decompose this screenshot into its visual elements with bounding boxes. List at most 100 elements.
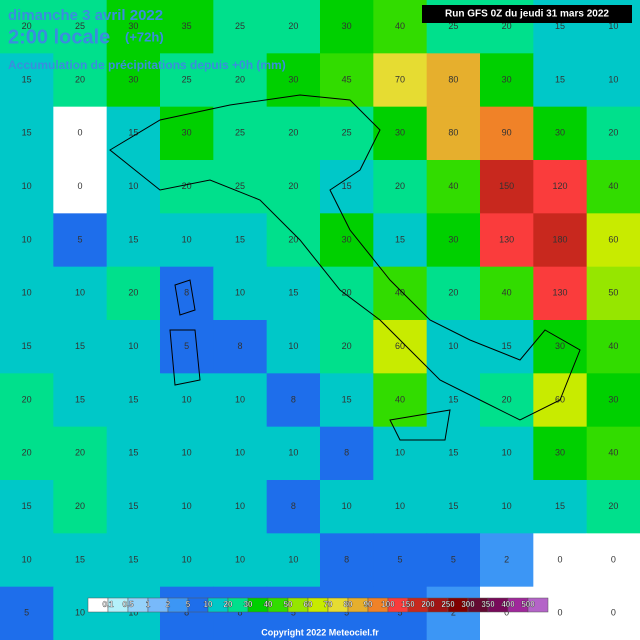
legend-label: 100: [381, 600, 395, 609]
precip-value: 20: [22, 394, 32, 404]
precip-value: 30: [555, 341, 565, 351]
precip-cell: [480, 213, 534, 268]
subtitle: Accumulation de précipitations depuis +0…: [8, 58, 286, 72]
copyright: Copyright 2022 Meteociel.fr: [261, 627, 379, 637]
precip-value: 15: [448, 394, 458, 404]
precip-cell: [480, 53, 534, 108]
precip-value: 80: [448, 128, 458, 138]
precip-cell: [373, 0, 428, 54]
precip-value: 10: [395, 448, 405, 458]
precip-cell: [53, 213, 108, 268]
precip-value: 20: [182, 181, 192, 191]
precip-value: 5: [344, 608, 349, 618]
precip-value: 15: [22, 501, 32, 511]
precip-value: 5: [397, 608, 402, 618]
precip-cell: [320, 106, 374, 161]
precip-cell: [320, 480, 374, 534]
precip-value: 10: [502, 501, 512, 511]
precip-value: 40: [395, 394, 405, 404]
legend-label: 0.1: [102, 600, 114, 609]
precip-value: 10: [75, 608, 85, 618]
precip-cell: [266, 373, 321, 428]
precip-value: 30: [395, 128, 405, 138]
precip-cell: [320, 160, 374, 214]
precip-value: 40: [608, 448, 618, 458]
precip-value: 15: [75, 341, 85, 351]
precip-value: 2: [504, 554, 509, 564]
precip-value: 20: [288, 128, 298, 138]
legend-label: 300: [461, 600, 475, 609]
precip-value: 10: [288, 448, 298, 458]
precip-value: 8: [237, 608, 242, 618]
precip-value: 20: [128, 288, 138, 298]
legend: 0.1 0.5 1 2 5 10 20 30 40 50 60 70 80 90 100 150 200 250 3…: [87, 597, 586, 613]
precip-cell: [106, 0, 161, 54]
precip-value: 20: [342, 341, 352, 351]
islands: [169, 279, 451, 441]
precip-cell: [53, 266, 108, 321]
precip-cell: [480, 106, 534, 161]
precip-value: 10: [235, 288, 245, 298]
precip-cell: [480, 426, 534, 481]
precip-cell: [106, 533, 161, 588]
precip-value: 15: [555, 74, 565, 84]
precip-value: 15: [22, 74, 32, 84]
precip-cell: [320, 320, 374, 374]
precip-cell: [0, 106, 54, 161]
precip-value: 0: [611, 608, 616, 618]
precip-cell: [53, 160, 108, 214]
precip-cell: [213, 53, 268, 108]
legend-label: 50: [284, 600, 293, 609]
legend-label: 400: [501, 600, 515, 609]
precip-cell: [0, 373, 54, 428]
precip-cell: [586, 106, 640, 161]
precip-value: 30: [555, 448, 565, 458]
precip-cell: [106, 266, 161, 321]
precip-cell: [266, 426, 321, 481]
precip-value: 20: [395, 181, 405, 191]
precip-value: 10: [448, 341, 458, 351]
precip-cell: [213, 586, 268, 640]
precip-cell: [106, 320, 161, 374]
time: 2:00 locale: [8, 26, 110, 48]
precip-cell: [533, 426, 588, 481]
precip-cell: [53, 320, 108, 374]
precip-value: 0: [557, 608, 562, 618]
precip-value: 10: [182, 448, 192, 458]
precip-cell: [373, 533, 428, 588]
precip-cell: [213, 106, 268, 161]
precip-value: 10: [395, 501, 405, 511]
legend-unit: (mm): [566, 600, 586, 609]
precip-value: 45: [342, 74, 352, 84]
precip-cell: [320, 373, 374, 428]
precip-cell: [426, 53, 481, 108]
precip-cell: [426, 320, 481, 374]
precip-value: 30: [342, 234, 352, 244]
precip-value: 15: [128, 234, 138, 244]
precip-cell: [426, 373, 481, 428]
precip-value: 90: [502, 128, 512, 138]
precip-value: 8: [291, 394, 296, 404]
legend-label: 30: [244, 600, 253, 609]
precip-value: 30: [608, 394, 618, 404]
precip-value: 15: [128, 501, 138, 511]
precip-cell: [266, 480, 321, 534]
precip-value: 20: [448, 288, 458, 298]
precip-cell: [53, 373, 108, 428]
precip-cell: [213, 320, 268, 374]
precip-value: 10: [235, 501, 245, 511]
precip-cell: [160, 0, 214, 54]
precip-cell: [320, 426, 374, 481]
lead: (+72h): [125, 29, 164, 44]
precip-cell: [586, 480, 640, 534]
precip-cell: [586, 53, 640, 108]
precip-value: 5: [184, 341, 189, 351]
precip-cell: [586, 266, 640, 321]
precip-cell: [0, 0, 54, 54]
run: Run GFS 0Z du jeudi 31 mars 2022: [445, 9, 609, 20]
precip-value: 40: [395, 21, 405, 31]
legend-label: 80: [344, 600, 353, 609]
precip-value: 10: [235, 448, 245, 458]
precip-value: 20: [288, 181, 298, 191]
precip-value: 8: [237, 341, 242, 351]
